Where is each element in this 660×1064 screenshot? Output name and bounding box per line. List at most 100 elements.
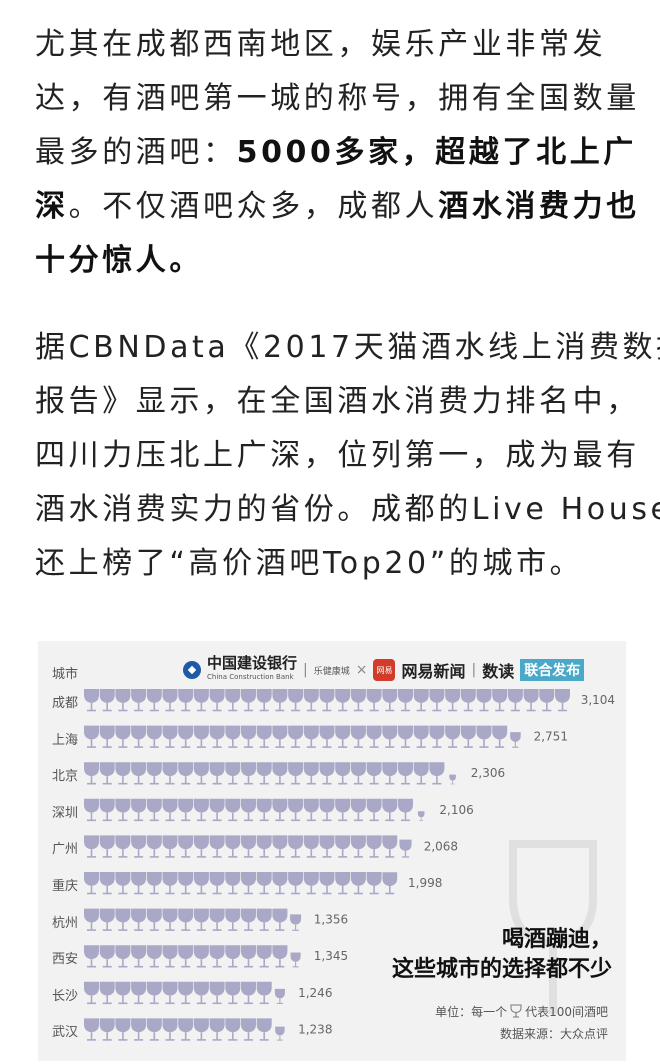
wine-glass-mark (178, 908, 194, 931)
wine-glass-mark (476, 689, 492, 712)
unit-note: 单位：每一个 代表100间酒吧 (435, 1004, 608, 1019)
wine-glass-mark (429, 725, 445, 748)
category-label: 北京 (52, 769, 79, 785)
wine-glass-mark (288, 835, 304, 858)
pictogram-bars: 3,104 (84, 689, 615, 1041)
text-line: 四川力压北上广深，位列第一，成为最有 (35, 429, 636, 483)
wine-glass-mark (99, 908, 115, 931)
wine-glass-mark (350, 798, 366, 822)
wine-glass-mark (146, 945, 162, 968)
partial-wine-glass-mark (290, 914, 302, 931)
wine-glass-mark (507, 689, 523, 712)
wine-glass-mark (84, 1018, 99, 1041)
text-segment: 还上榜了“高价酒吧Top20”的城市。 (35, 546, 584, 581)
wine-glass-mark (193, 908, 209, 931)
wine-glass-mark (115, 981, 131, 1005)
separator: | (303, 662, 308, 678)
wine-glass-mark (272, 872, 288, 895)
partial-wine-glass-mark (382, 872, 398, 895)
wine-glass-mark (99, 872, 115, 895)
wine-glass-mark (115, 1018, 131, 1041)
wine-glass-mark (241, 908, 256, 931)
category-label: 成都 (52, 696, 79, 711)
background-wine-glass-icon (509, 840, 597, 1014)
wine-glass-mark (319, 798, 335, 822)
wine-glass-mark (84, 762, 99, 785)
value-label: 1,246 (298, 986, 332, 1000)
wine-glass-mark (398, 762, 413, 785)
category-label: 杭州 (52, 915, 79, 931)
wine-glass-mark (382, 798, 398, 822)
wine-glass-mark (115, 908, 131, 931)
wine-glass-mark (178, 762, 194, 785)
wine-glass-mark (413, 689, 429, 712)
wine-glass-mark (303, 689, 319, 712)
value-label: 2,068 (424, 839, 458, 853)
netease-name: 网易新闻 (401, 662, 466, 681)
value-label: 2,306 (471, 766, 505, 780)
text-segment: 最多的酒吧： (35, 135, 237, 170)
wine-glass-mark (84, 908, 99, 931)
wine-glass-mark (99, 798, 115, 822)
wine-glass-mark (115, 689, 131, 712)
value-label: 2,106 (439, 803, 473, 817)
value-label: 1,345 (314, 949, 348, 963)
wine-glass-mark (209, 908, 225, 931)
text-line: 报告》显示，在全国酒水消费力排名中， (35, 375, 636, 429)
wine-glass-mark (492, 725, 508, 748)
wine-glass-mark (303, 762, 319, 785)
wine-glass-mark (366, 725, 382, 748)
wine-glass-mark (460, 689, 476, 712)
wine-glass-mark (225, 725, 241, 748)
wine-glass-mark (162, 689, 178, 712)
wine-glass-mark (209, 1018, 225, 1041)
text-line: 尤其在成都西南地区，娱乐产业非常发 (35, 18, 635, 72)
text-line: 还上榜了“高价酒吧Top20”的城市。 (35, 537, 635, 591)
wine-glass-mark (146, 872, 162, 895)
wine-glass-mark (272, 689, 288, 712)
wine-glass-mark (209, 798, 225, 822)
wine-glass-mark (193, 689, 209, 712)
wine-glass-mark (256, 835, 272, 858)
wine-glass-mark (84, 725, 99, 748)
wine-glass-mark (84, 872, 99, 895)
wine-glass-mark (303, 835, 319, 858)
wine-glass-mark (146, 981, 162, 1005)
wine-glass-mark (256, 725, 272, 748)
wine-glass-mark (288, 872, 304, 895)
wine-glass-mark (256, 762, 272, 785)
wine-glass-mark (162, 798, 178, 822)
bold-text: 深 (35, 189, 69, 224)
wine-glass-mark (241, 981, 256, 1005)
wine-glass-mark (115, 872, 131, 895)
wine-glass-mark (445, 725, 461, 748)
wine-glass-mark (335, 762, 351, 785)
wine-glass-mark (241, 798, 256, 822)
wine-glass-mark (225, 835, 241, 858)
wine-glass-mark (272, 762, 288, 785)
wine-glass-mark (241, 835, 256, 858)
value-label: 2,751 (534, 730, 568, 744)
wine-glass-mark (162, 835, 178, 858)
wine-glass-mark (178, 981, 194, 1005)
wine-glass-mark (146, 798, 162, 822)
joint-release-badge: 联合发布 (520, 659, 585, 681)
partial-wine-glass-mark (510, 732, 521, 748)
ccb-logo-icon (183, 661, 201, 679)
wine-glass-mark (99, 762, 115, 785)
category-label: 重庆 (52, 879, 79, 894)
partial-wine-glass-mark (274, 988, 285, 1005)
text-line: 据CBNData《2017天猫酒水线上消费数据 (35, 321, 660, 375)
wine-glass-mark (366, 762, 382, 785)
wine-glass-mark (209, 945, 225, 968)
wine-glass-mark (193, 945, 209, 968)
wine-glass-mark (146, 689, 162, 712)
wine-glass-mark (209, 762, 225, 785)
bold-text: 酒水消费力也 (438, 189, 640, 224)
wine-glass-mark (178, 945, 194, 968)
wine-glass-mark (319, 725, 335, 748)
wine-glass-mark (225, 945, 241, 968)
wine-glass-mark (256, 981, 272, 1005)
wine-glass-mark (241, 1018, 256, 1041)
bar-count-infographic: 城市 中国建设银行 China Construction Bank | 乐健康城 … (38, 641, 626, 1061)
